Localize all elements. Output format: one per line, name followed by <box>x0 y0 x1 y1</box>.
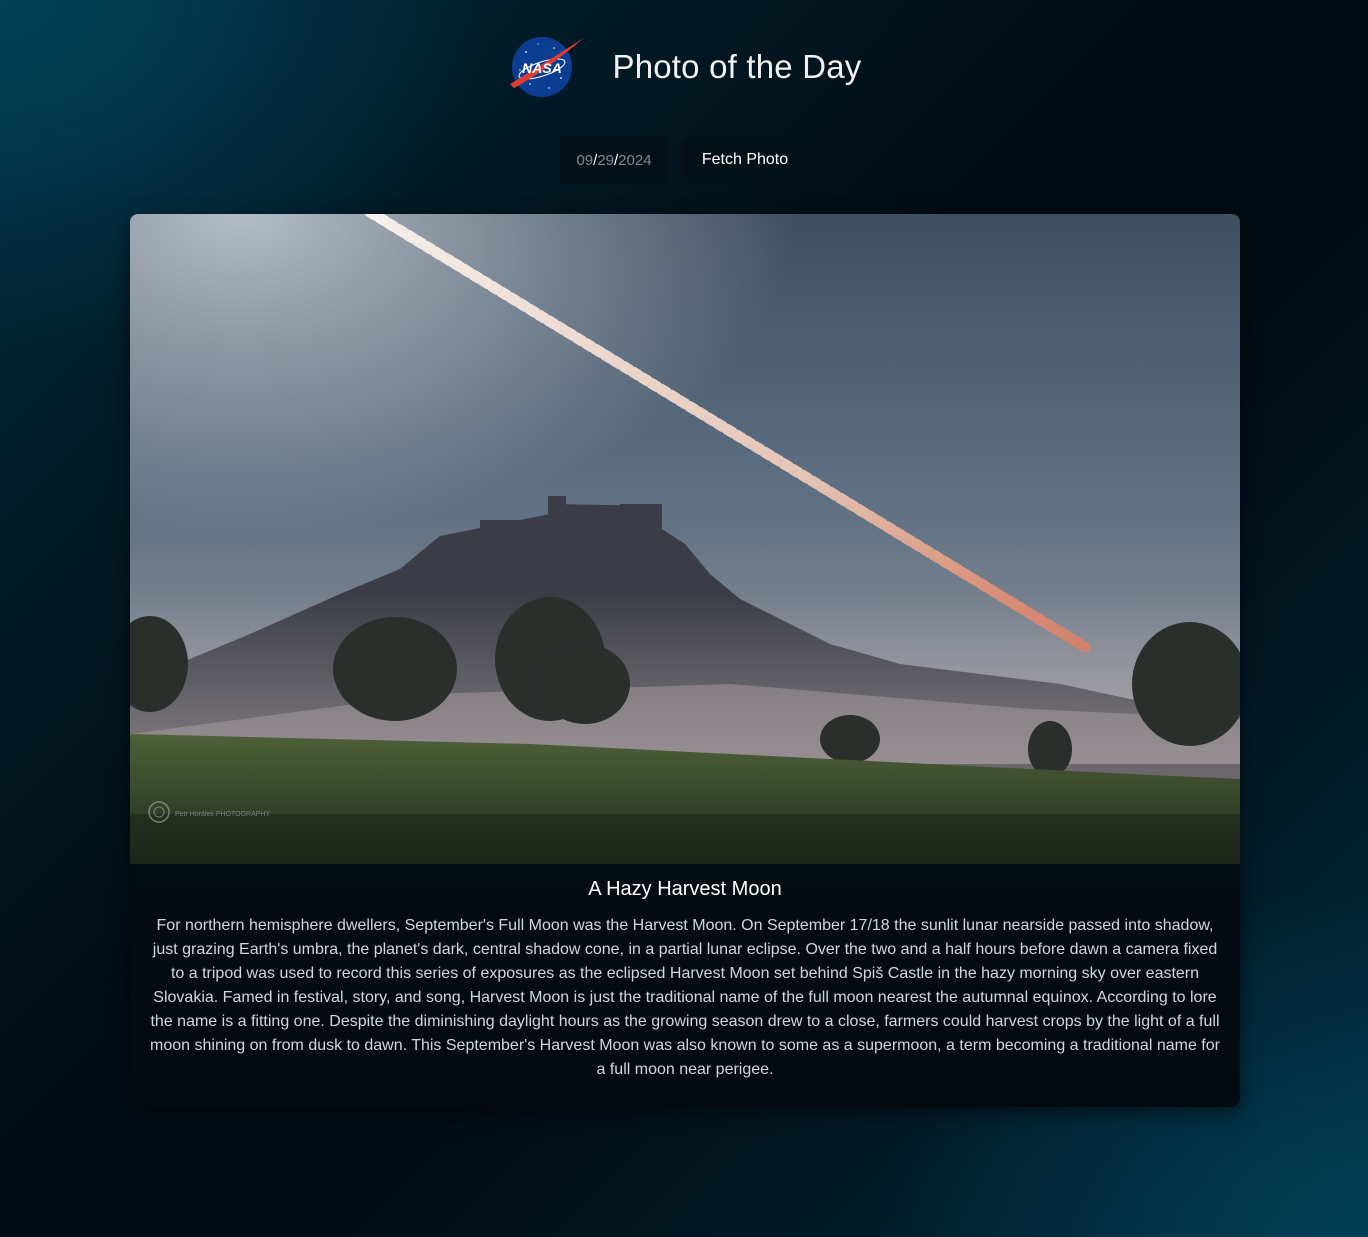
date-year[interactable]: 2024 <box>618 151 652 169</box>
fetch-photo-button[interactable]: Fetch Photo <box>682 138 808 182</box>
photo-watermark: Petr Horálek PHOTOGRAPHY <box>148 801 271 823</box>
nasa-logo-text: NASA <box>523 60 563 76</box>
photo-description: For northern hemisphere dwellers, Septem… <box>150 917 1220 1078</box>
svg-text:Petr Horálek PHOTOGRAPHY: Petr Horálek PHOTOGRAPHY <box>175 811 271 818</box>
date-day[interactable]: 29 <box>597 151 614 169</box>
photo-title: A Hazy Harvest Moon <box>588 878 782 900</box>
date-month[interactable]: 09 <box>576 151 594 169</box>
page-header: NASA Photo of the Day <box>0 34 1368 100</box>
photo-caption: A Hazy Harvest Moon For northern hemisph… <box>130 864 1240 1082</box>
apod-photo: Petr Horálek PHOTOGRAPHY <box>130 214 1240 864</box>
date-controls: 09/29/2024 Fetch Photo <box>0 136 1368 184</box>
nasa-logo: NASA <box>510 37 585 97</box>
page-title: Photo of the Day <box>612 48 862 85</box>
date-separator: / <box>614 151 619 169</box>
date-input[interactable]: 09/29/2024 <box>560 136 668 184</box>
photo-card: Petr Horálek PHOTOGRAPHY A Hazy Harvest … <box>130 214 1240 1107</box>
date-separator: / <box>593 151 598 169</box>
